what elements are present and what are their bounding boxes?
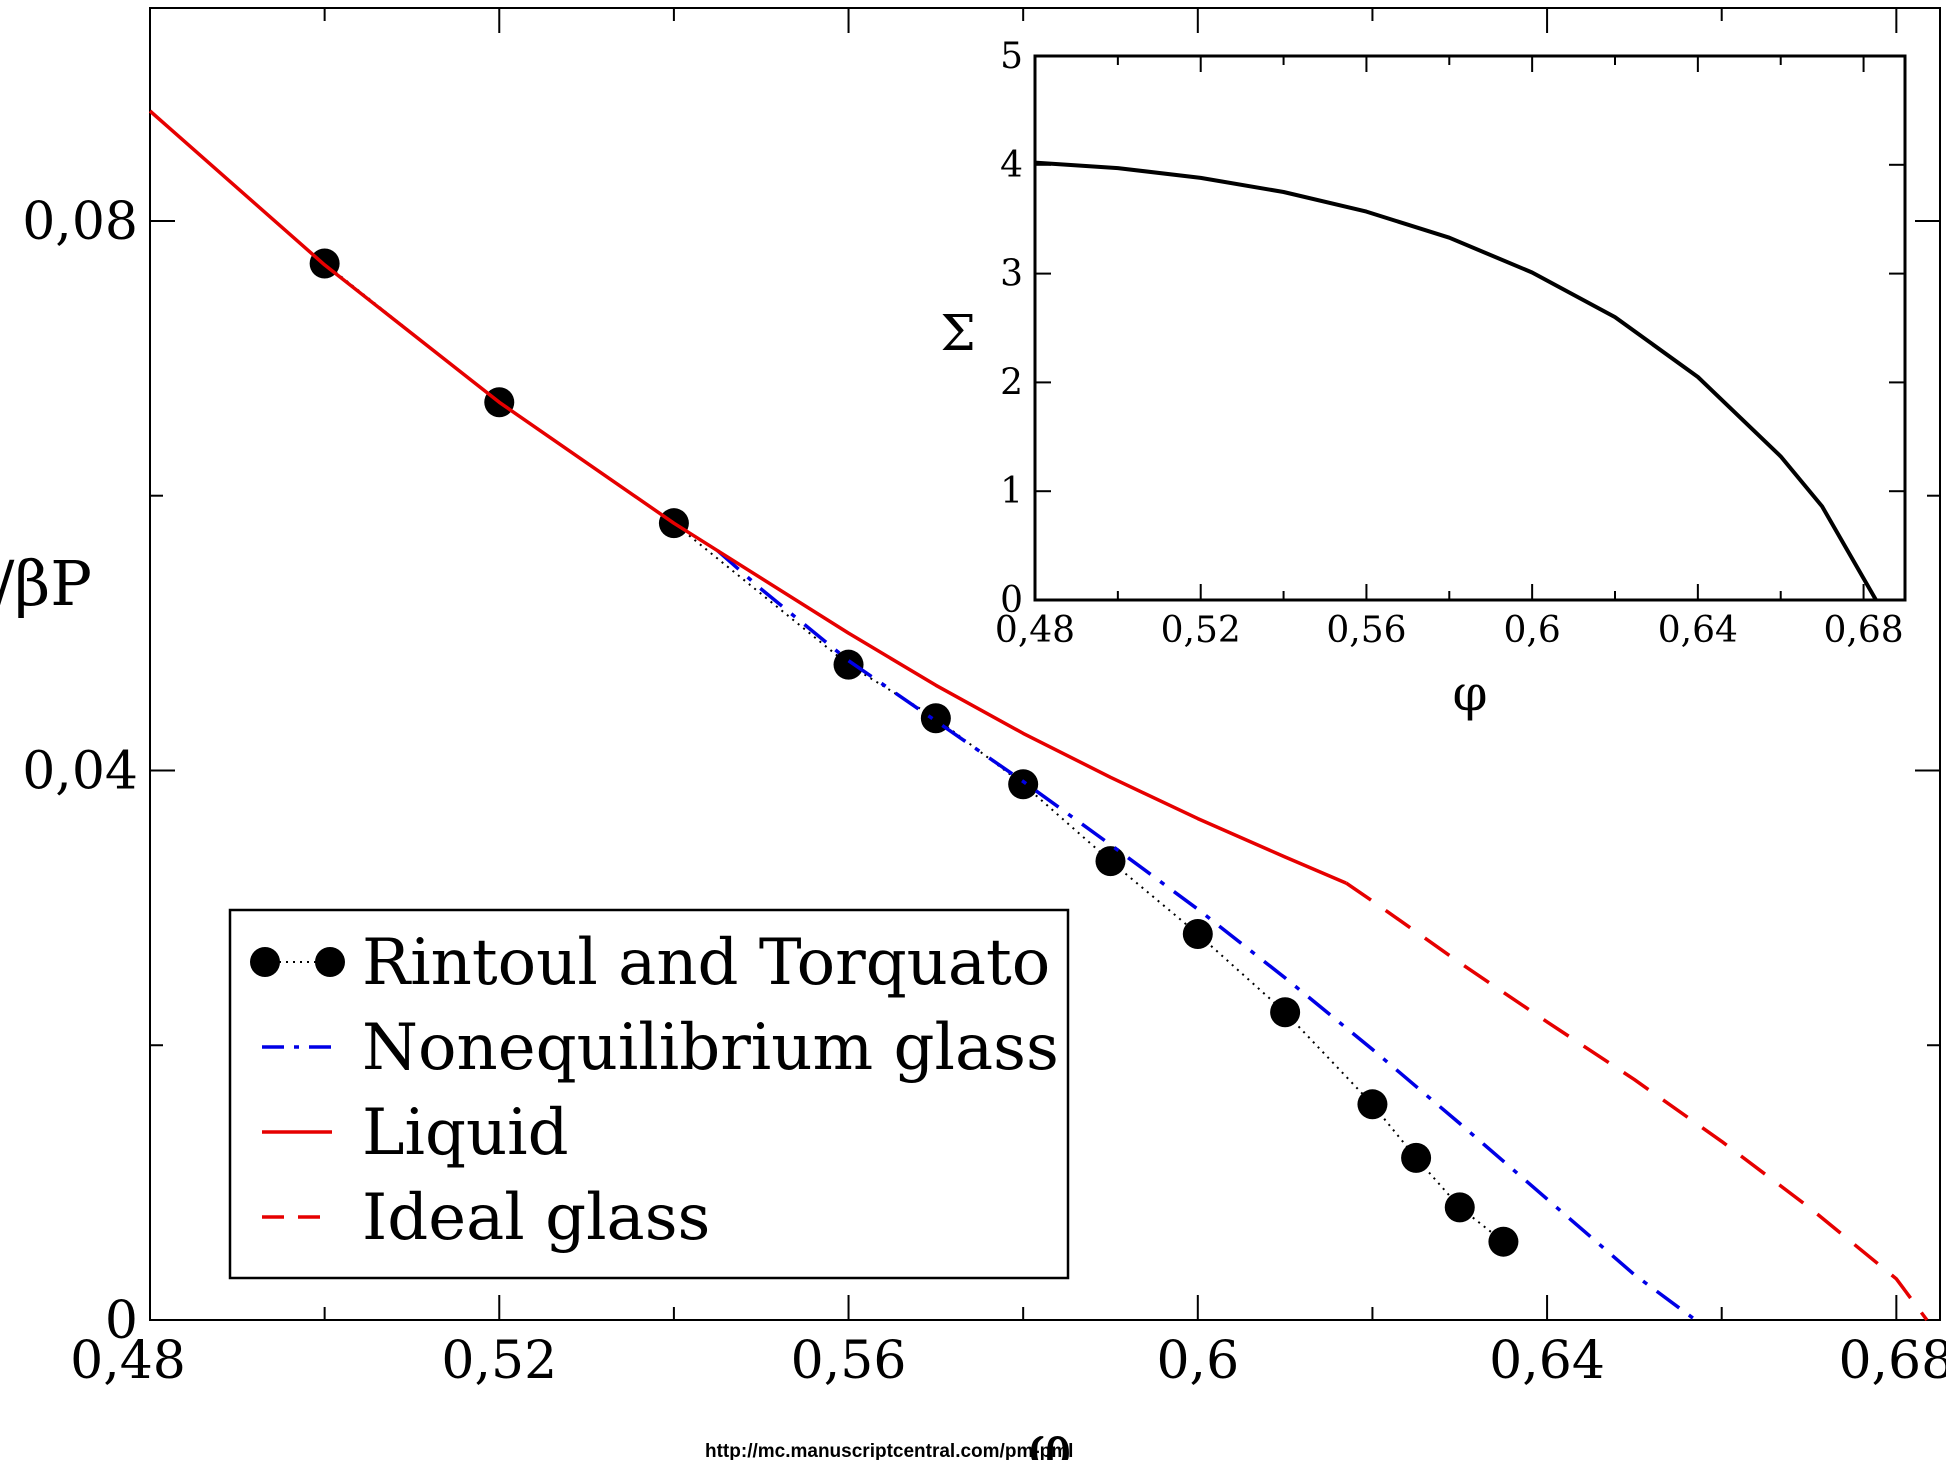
x-tick-label: 0,56 bbox=[791, 1331, 907, 1391]
data-point bbox=[833, 649, 864, 680]
data-point bbox=[1095, 846, 1126, 877]
data-point bbox=[1488, 1226, 1519, 1257]
x-tick-label: 0,52 bbox=[441, 1331, 557, 1391]
x-axis-label: φ bbox=[1452, 664, 1487, 722]
legend-swatch-marker bbox=[315, 947, 345, 977]
watermark: http://mc.manuscriptcentral.com/pm-pml bbox=[705, 1441, 1073, 1460]
x-tick-label: 0,6 bbox=[1156, 1331, 1239, 1391]
series-line bbox=[1034, 160, 1878, 601]
data-point bbox=[1270, 997, 1301, 1028]
x-axis-label: φ bbox=[1028, 1410, 1071, 1460]
x-tick-label: 0,68 bbox=[1823, 610, 1903, 651]
data-point bbox=[1444, 1192, 1475, 1223]
x-tick-label: 0,56 bbox=[1326, 610, 1406, 651]
legend-box bbox=[228, 908, 1070, 1280]
legend-label: Nonequilibrium glass bbox=[362, 1011, 1059, 1085]
legend-label: Rintoul and Torquato bbox=[362, 926, 1050, 1000]
series-line bbox=[1345, 881, 1929, 1322]
y-tick-label: 3 bbox=[1000, 254, 1023, 295]
y-tick-label: 0 bbox=[105, 1291, 138, 1351]
data-point bbox=[1008, 769, 1039, 800]
legend: Rintoul and Torquato Nonequilibrium glass… bbox=[228, 908, 1070, 1280]
series-line bbox=[716, 549, 1697, 1322]
x-tick-label: 0,6 bbox=[1504, 610, 1561, 651]
series-line bbox=[148, 109, 1347, 885]
y-tick-label: 0,08 bbox=[22, 192, 138, 252]
inset-plot: 0,48 0,52 0,56 0,6 0,64 0,68 0 1 2 3 4 5 φ Σ bbox=[940, 36, 1907, 722]
legend-label: Liquid bbox=[362, 1096, 569, 1170]
data-point bbox=[1182, 918, 1213, 949]
x-tick-label: 0,48 bbox=[70, 1331, 186, 1391]
y-axis-label: 1/βP bbox=[0, 547, 92, 620]
x-tick-label: 0,68 bbox=[1838, 1331, 1946, 1391]
y-tick-label: 2 bbox=[1000, 362, 1023, 403]
legend-swatch-marker bbox=[250, 947, 280, 977]
x-tick-label: 0,52 bbox=[1161, 610, 1241, 651]
x-tick-label: 0,48 bbox=[995, 610, 1075, 651]
y-tick-label: 1 bbox=[1000, 471, 1023, 512]
y-tick-label: 4 bbox=[1000, 145, 1023, 186]
y-tick-label: 5 bbox=[1000, 36, 1023, 77]
data-point bbox=[1357, 1089, 1388, 1120]
y-tick-label: 0 bbox=[1000, 580, 1023, 621]
plot-frame bbox=[149, 7, 1941, 1321]
x-tick-label: 0,64 bbox=[1658, 610, 1738, 651]
y-axis-label: Σ bbox=[940, 304, 975, 362]
y-tick-label: 0,04 bbox=[22, 741, 138, 801]
legend-label: Ideal glass bbox=[362, 1181, 710, 1255]
x-tick-label: 0,64 bbox=[1489, 1331, 1605, 1391]
data-point bbox=[1401, 1142, 1432, 1173]
plot-frame bbox=[1033, 54, 1907, 602]
